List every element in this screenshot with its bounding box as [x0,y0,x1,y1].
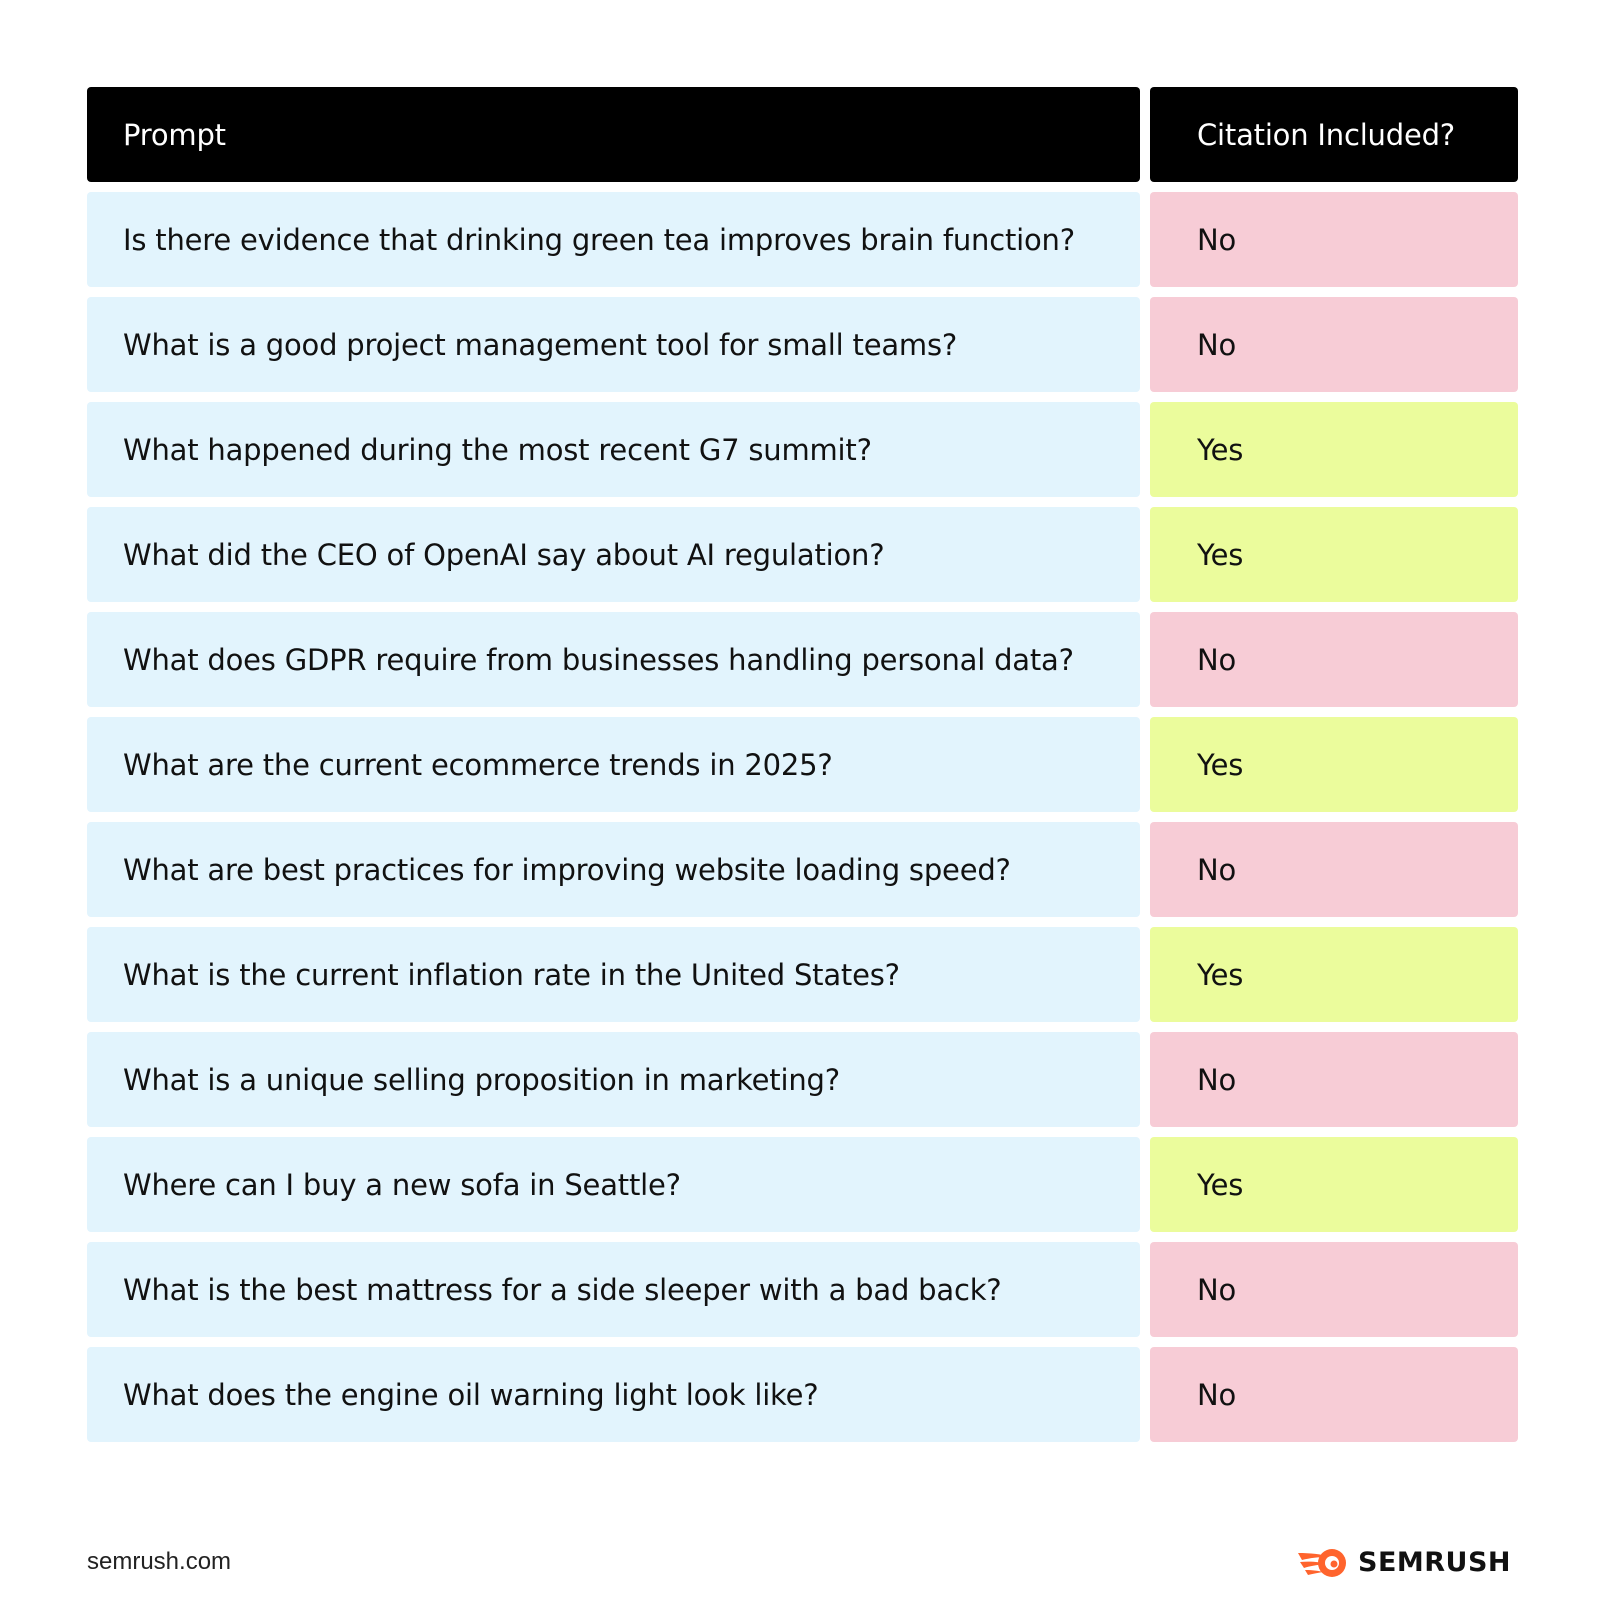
citation-column-header: Citation Included? [1150,87,1518,182]
citation-cell: No [1150,297,1518,392]
citation-cell: Yes [1150,1137,1518,1232]
table-row: Is there evidence that drinking green te… [87,192,1518,287]
table-row: What are the current ecommerce trends in… [87,717,1518,812]
table-row: What did the CEO of OpenAI say about AI … [87,507,1518,602]
prompt-cell: What is the current inflation rate in th… [87,927,1140,1022]
prompt-column-header: Prompt [87,87,1140,182]
table-row: What is a good project management tool f… [87,297,1518,392]
citation-cell: Yes [1150,402,1518,497]
table-row: What is the current inflation rate in th… [87,927,1518,1022]
brand-name: SEMRUSH [1358,1546,1512,1578]
prompt-cell: What does the engine oil warning light l… [87,1347,1140,1442]
prompt-cell: Where can I buy a new sofa in Seattle? [87,1137,1140,1232]
citation-cell: Yes [1150,927,1518,1022]
citation-cell: No [1150,1347,1518,1442]
citation-cell: Yes [1150,717,1518,812]
citation-cell: No [1150,612,1518,707]
table-row: Where can I buy a new sofa in Seattle? Ye… [87,1137,1518,1232]
prompt-cell: What happened during the most recent G7 … [87,402,1140,497]
citation-cell: No [1150,192,1518,287]
prompt-cell: What does GDPR require from businesses h… [87,612,1140,707]
prompt-cell: Is there evidence that drinking green te… [87,192,1140,287]
table-body: Is there evidence that drinking green te… [87,192,1518,1442]
citation-cell: No [1150,1242,1518,1337]
prompt-cell: What is a unique selling proposition in … [87,1032,1140,1127]
site-url: semrush.com [87,1548,232,1575]
citation-table: Prompt Citation Included? Is there evide… [87,87,1518,1452]
table-row: What does the engine oil warning light l… [87,1347,1518,1442]
citation-cell: No [1150,822,1518,917]
table-row: What is the best mattress for a side sle… [87,1242,1518,1337]
table-row: What are best practices for improving we… [87,822,1518,917]
table-header-row: Prompt Citation Included? [87,87,1518,182]
table-row: What happened during the most recent G7 … [87,402,1518,497]
citation-cell: Yes [1150,507,1518,602]
prompt-cell: What is a good project management tool f… [87,297,1140,392]
semrush-brand: SEMRUSH [1296,1545,1511,1579]
table-row: What is a unique selling proposition in … [87,1032,1518,1127]
table-row: What does GDPR require from businesses h… [87,612,1518,707]
semrush-flame-icon [1298,1549,1346,1577]
prompt-cell: What are best practices for improving we… [87,822,1140,917]
citation-cell: No [1150,1032,1518,1127]
prompt-cell: What did the CEO of OpenAI say about AI … [87,507,1140,602]
prompt-cell: What is the best mattress for a side sle… [87,1242,1140,1337]
prompt-cell: What are the current ecommerce trends in… [87,717,1140,812]
